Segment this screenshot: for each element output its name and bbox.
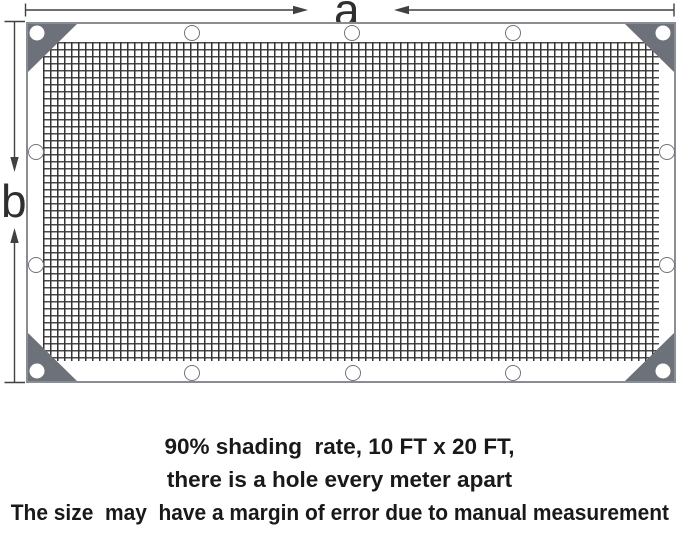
caption-line-1: 90% shading rate, 10 FT x 20 FT,: [164, 434, 515, 459]
grommet-top-2: [344, 25, 360, 41]
grommet-corner-top-right: [655, 25, 671, 41]
caption-line-3: The size may have a margin of error due …: [10, 500, 669, 525]
grommet-top-1: [184, 25, 200, 41]
grommet-corner-bottom-left: [29, 363, 45, 379]
grommet-corner-bottom-right: [655, 363, 671, 379]
dimension-arrows: [4, 3, 675, 384]
mesh-grid: [43, 42, 659, 361]
grommet-left-1: [28, 144, 44, 160]
dim-a-right-arrowhead-icon: [293, 5, 308, 15]
grommet-bottom-2: [345, 365, 361, 381]
grommet-corner-top-left: [29, 25, 45, 41]
caption-line-2: there is a hole every meter apart: [166, 467, 513, 492]
dim-b-down-arrowhead-icon: [10, 157, 19, 172]
grommet-right-1: [659, 144, 675, 160]
dim-b-up-arrowhead-icon: [10, 228, 19, 243]
shade-net-tarp: [26, 22, 676, 383]
caption-block: 90% shading rate, 10 FT x 20 FT, there i…: [0, 430, 679, 529]
grommet-top-3: [505, 25, 521, 41]
grommet-bottom-1: [184, 365, 200, 381]
grommet-bottom-3: [505, 365, 521, 381]
dimension-label-b: b: [1, 175, 27, 227]
grommet-right-2: [659, 257, 675, 273]
dim-a-left-arrowhead-icon: [394, 5, 409, 15]
grommet-left-2: [28, 257, 44, 273]
